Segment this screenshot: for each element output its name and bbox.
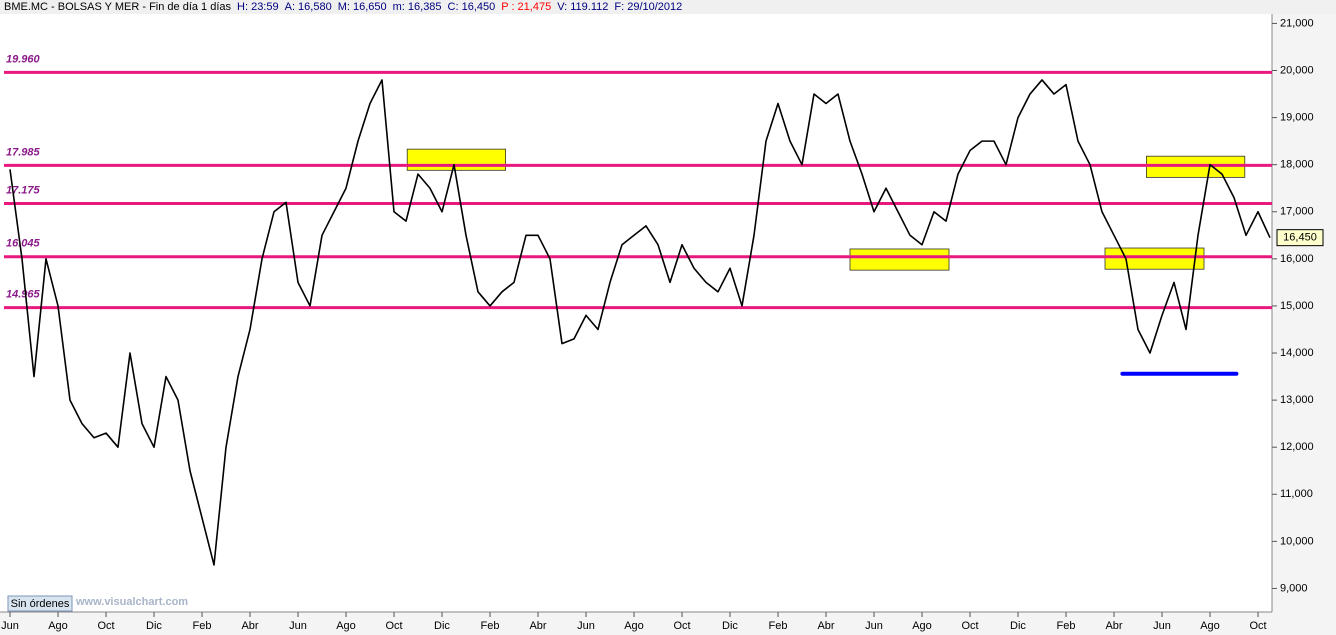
header-item: F: 29/10/2012 bbox=[614, 1, 682, 13]
x-tick-label: Abr bbox=[241, 620, 258, 632]
x-tick-label: Jun bbox=[577, 620, 595, 632]
x-tick-label: Feb bbox=[193, 620, 212, 632]
header-item: M: 16,650 bbox=[338, 1, 387, 13]
header-item: m: 16,385 bbox=[393, 1, 442, 13]
orders-button-label[interactable]: Sin órdenes bbox=[11, 598, 70, 610]
x-tick-label: Ago bbox=[912, 620, 932, 632]
x-tick-label: Oct bbox=[1249, 620, 1266, 632]
x-axis-panel bbox=[0, 612, 1336, 635]
x-tick-label: Oct bbox=[385, 620, 402, 632]
x-tick-label: Dic bbox=[434, 620, 450, 632]
x-tick-label: Feb bbox=[1057, 620, 1076, 632]
y-tick-label: 20,000 bbox=[1280, 64, 1314, 76]
header-item: P : 21,475 bbox=[501, 1, 551, 13]
x-tick-label: Jun bbox=[1, 620, 19, 632]
x-tick-label: Feb bbox=[769, 620, 788, 632]
price-line bbox=[9, 79, 1271, 566]
level-label: 17.175 bbox=[6, 184, 41, 196]
header-bar bbox=[0, 0, 1336, 14]
y-tick-label: 9,000 bbox=[1280, 582, 1308, 594]
x-tick-label: Abr bbox=[817, 620, 834, 632]
header-item: C: 16,450 bbox=[448, 1, 496, 13]
y-axis-panel bbox=[1272, 0, 1336, 635]
zone bbox=[406, 148, 507, 171]
x-tick-label: Jun bbox=[289, 620, 307, 632]
y-tick-label: 12,000 bbox=[1280, 441, 1314, 453]
header-item: A: 16,580 bbox=[285, 1, 332, 13]
last-price-box bbox=[1276, 229, 1324, 247]
level-label: 17.985 bbox=[6, 146, 41, 158]
x-tick-label: Ago bbox=[336, 620, 356, 632]
header: BME.MC - BOLSAS Y MER - Fin de día 1 día… bbox=[4, 1, 682, 13]
last-price-label: 16,450 bbox=[1283, 232, 1317, 244]
x-tick-label: Ago bbox=[48, 620, 68, 632]
level-label: 19.960 bbox=[6, 53, 41, 65]
y-tick-label: 17,000 bbox=[1280, 206, 1314, 218]
y-tick-label: 16,000 bbox=[1280, 253, 1314, 265]
x-tick-label: Jun bbox=[1153, 620, 1171, 632]
y-tick-label: 21,000 bbox=[1280, 17, 1314, 29]
x-tick-label: Dic bbox=[722, 620, 738, 632]
x-tick-label: Dic bbox=[1010, 620, 1026, 632]
x-tick-label: Dic bbox=[146, 620, 162, 632]
level-label: 16.045 bbox=[6, 238, 41, 250]
x-tick-label: Oct bbox=[673, 620, 690, 632]
x-tick-label: Jun bbox=[865, 620, 883, 632]
y-tick-label: 14,000 bbox=[1280, 347, 1314, 359]
header-item: V: 119.112 bbox=[557, 1, 608, 13]
x-tick-label: Oct bbox=[97, 620, 114, 632]
y-tick-label: 11,000 bbox=[1280, 488, 1313, 500]
zone bbox=[849, 248, 950, 271]
header-item: BME.MC - BOLSAS Y MER - Fin de día 1 día… bbox=[4, 1, 232, 13]
x-tick-label: Oct bbox=[961, 620, 978, 632]
x-tick-label: Ago bbox=[1200, 620, 1220, 632]
watermark: www.visualchart.com bbox=[75, 596, 188, 608]
y-tick-label: 18,000 bbox=[1280, 159, 1314, 171]
orders-button[interactable] bbox=[7, 595, 73, 612]
header-item: H: 23:59 bbox=[237, 1, 279, 13]
level-label: 14.965 bbox=[6, 288, 41, 300]
y-tick-label: 13,000 bbox=[1280, 394, 1314, 406]
x-tick-label: Abr bbox=[529, 620, 546, 632]
y-tick-label: 10,000 bbox=[1280, 535, 1314, 547]
x-tick-label: Feb bbox=[481, 620, 500, 632]
zone bbox=[1104, 247, 1205, 270]
x-tick-label: Abr bbox=[1105, 620, 1122, 632]
x-tick-label: Ago bbox=[624, 620, 644, 632]
y-tick-label: 19,000 bbox=[1280, 111, 1314, 123]
y-tick-label: 15,000 bbox=[1280, 300, 1314, 312]
